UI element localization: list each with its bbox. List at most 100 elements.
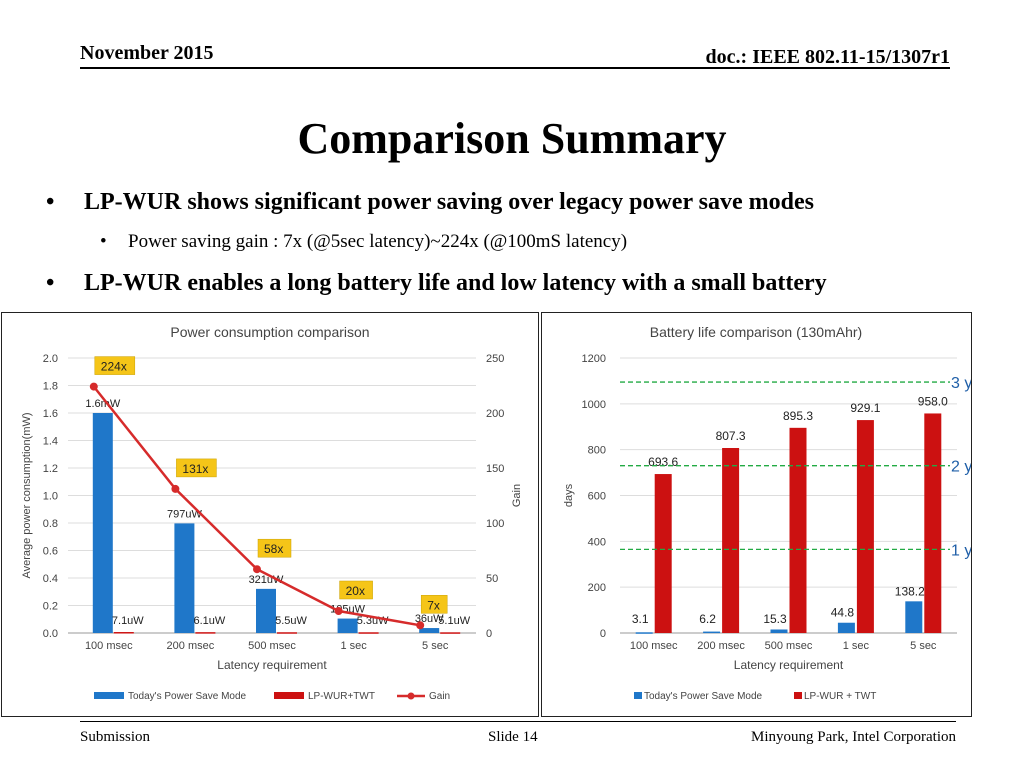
bar-lp-wur bbox=[440, 632, 461, 634]
header-divider bbox=[80, 67, 950, 69]
bar-power-save bbox=[635, 632, 653, 634]
bar-lp-wur bbox=[358, 632, 379, 634]
bar-lp-wur bbox=[924, 413, 942, 633]
data-label-lp-wur: 7.1uW bbox=[112, 615, 144, 627]
bar-power-save bbox=[174, 523, 195, 633]
y-tick-label: 0.6 bbox=[43, 546, 58, 558]
y2-tick-label: 200 bbox=[486, 408, 504, 420]
gain-point bbox=[171, 484, 180, 493]
footer-submission: Submission bbox=[80, 729, 151, 745]
x-axis-title: Latency requirement bbox=[217, 658, 327, 672]
gain-point bbox=[416, 621, 425, 630]
bar-power-save bbox=[837, 622, 855, 633]
sub-bullet-1: • Power saving gain : 7x (@5sec latency)… bbox=[100, 231, 628, 253]
power-consumption-chart: Power consumption comparison 0.0 0.2 0.4 0.6… bbox=[21, 324, 523, 702]
gain-label-box bbox=[94, 356, 136, 375]
y-tick-label: 200 bbox=[588, 582, 606, 594]
y-axis-title: Average power consumption(mW) bbox=[21, 412, 33, 578]
x-tick-label: 200 msec bbox=[697, 640, 745, 652]
bar-lp-wur bbox=[195, 632, 216, 634]
y-tick-label: 0 bbox=[600, 628, 606, 640]
data-label-power-save: 138.2 bbox=[895, 584, 925, 598]
bullet-1-text: LP-WUR shows significant power saving ov… bbox=[84, 189, 814, 215]
sub-bullet-dot-icon: • bbox=[100, 231, 107, 252]
data-label-power-save: 321uW bbox=[249, 574, 284, 586]
gain-label-box bbox=[257, 538, 292, 558]
gain-point bbox=[334, 607, 343, 615]
reference-line-label: 2 years bbox=[951, 459, 972, 476]
footer-author: Minyoung Park, Intel Corporation bbox=[751, 729, 956, 745]
y-tick-label: 1.8 bbox=[43, 381, 58, 393]
bar-power-save bbox=[92, 413, 113, 633]
x-tick-label: 200 msec bbox=[167, 640, 215, 652]
y-tick-label: 1000 bbox=[582, 399, 606, 411]
y-tick-label: 600 bbox=[588, 491, 606, 503]
y-axis-title: days bbox=[563, 483, 575, 507]
legend-swatch-gain-dot bbox=[407, 692, 415, 700]
data-label-lp-wur: 958.0 bbox=[918, 394, 948, 408]
gain-label-box bbox=[339, 580, 373, 600]
legend-swatch-lp-wur bbox=[274, 692, 304, 699]
y-tick-label: 1.4 bbox=[43, 436, 58, 448]
x-tick-label: 5 sec bbox=[422, 640, 449, 652]
x-tick-label: 5 sec bbox=[910, 640, 937, 652]
y2-tick-label: 0 bbox=[486, 628, 492, 640]
legend-swatch-power-save bbox=[94, 692, 124, 699]
bar-lp-wur bbox=[113, 632, 134, 634]
gain-label: 131x bbox=[182, 462, 208, 476]
x-tick-label: 500 msec bbox=[765, 640, 813, 652]
bullet-dot-icon: • bbox=[46, 270, 55, 296]
data-label-power-save: 797uW bbox=[167, 508, 202, 520]
y-tick-label: 1.2 bbox=[43, 463, 58, 475]
data-label-power-save: 1.6mW bbox=[85, 398, 120, 410]
data-label-lp-wur: 5.1uW bbox=[438, 615, 470, 627]
y-tick-label: 1.0 bbox=[43, 491, 58, 503]
data-label-power-save: 44.8 bbox=[831, 606, 855, 620]
x-axis-title: Latency requirement bbox=[734, 658, 844, 672]
legend-label: LP-WUR + TWT bbox=[804, 691, 876, 702]
legend-label: Today's Power Save Mode bbox=[128, 691, 247, 702]
data-label-power-save: 6.2 bbox=[699, 612, 716, 626]
x-tick-label: 1 sec bbox=[340, 640, 367, 652]
bar-lp-wur bbox=[856, 420, 874, 633]
bullet-2: • LP-WUR enables a long battery life and… bbox=[46, 270, 827, 297]
slide-title: Comparison Summary bbox=[297, 114, 727, 163]
gain-label: 58x bbox=[264, 542, 283, 556]
chart-title: Battery life comparison (130mAhr) bbox=[650, 324, 862, 340]
gain-label-box bbox=[176, 458, 217, 478]
legend-swatch-power-save bbox=[634, 692, 642, 699]
data-label-lp-wur: 929.1 bbox=[850, 401, 880, 415]
data-label-lp-wur: 693.6 bbox=[648, 455, 678, 469]
reference-line-label: 3 years bbox=[951, 375, 972, 392]
sub-bullet-1-text: Power saving gain : 7x (@5sec latency)~2… bbox=[128, 231, 628, 252]
bar-power-save bbox=[770, 629, 788, 633]
bar-power-save bbox=[419, 628, 440, 633]
x-tick-label: 500 msec bbox=[248, 640, 296, 652]
gain-point bbox=[89, 382, 98, 391]
y-tick-label: 400 bbox=[588, 536, 606, 548]
legend-swatch-lp-wur bbox=[794, 692, 802, 699]
gain-label-box bbox=[420, 595, 448, 614]
chart-title: Power consumption comparison bbox=[170, 324, 369, 340]
legend-label: LP-WUR+TWT bbox=[308, 691, 375, 702]
y2-tick-label: 100 bbox=[486, 518, 504, 530]
footer-divider bbox=[80, 721, 956, 722]
bullet-1: • LP-WUR shows significant power saving … bbox=[46, 189, 814, 216]
bullet-2-text: LP-WUR enables a long battery life and l… bbox=[84, 270, 827, 296]
y2-tick-label: 150 bbox=[486, 463, 504, 475]
y2-tick-label: 250 bbox=[486, 353, 504, 365]
reference-line-label: 1 year bbox=[951, 542, 972, 559]
data-label-power-save: 15.3 bbox=[763, 612, 787, 626]
gain-label: 20x bbox=[346, 584, 365, 598]
data-label-lp-wur: 807.3 bbox=[716, 429, 746, 443]
x-tick-label: 1 sec bbox=[843, 640, 870, 652]
y-tick-label: 0.8 bbox=[43, 518, 58, 530]
data-label-lp-wur: 5.5uW bbox=[275, 615, 307, 627]
footer-slide-number: Slide 14 bbox=[488, 729, 538, 745]
data-label-power-save: 3.1 bbox=[632, 612, 649, 626]
y-tick-label: 0.4 bbox=[43, 573, 58, 585]
y2-tick-label: 50 bbox=[486, 573, 498, 585]
bullet-dot-icon: • bbox=[46, 189, 55, 215]
y-tick-label: 800 bbox=[588, 445, 606, 457]
header-date: November 2015 bbox=[80, 42, 214, 64]
